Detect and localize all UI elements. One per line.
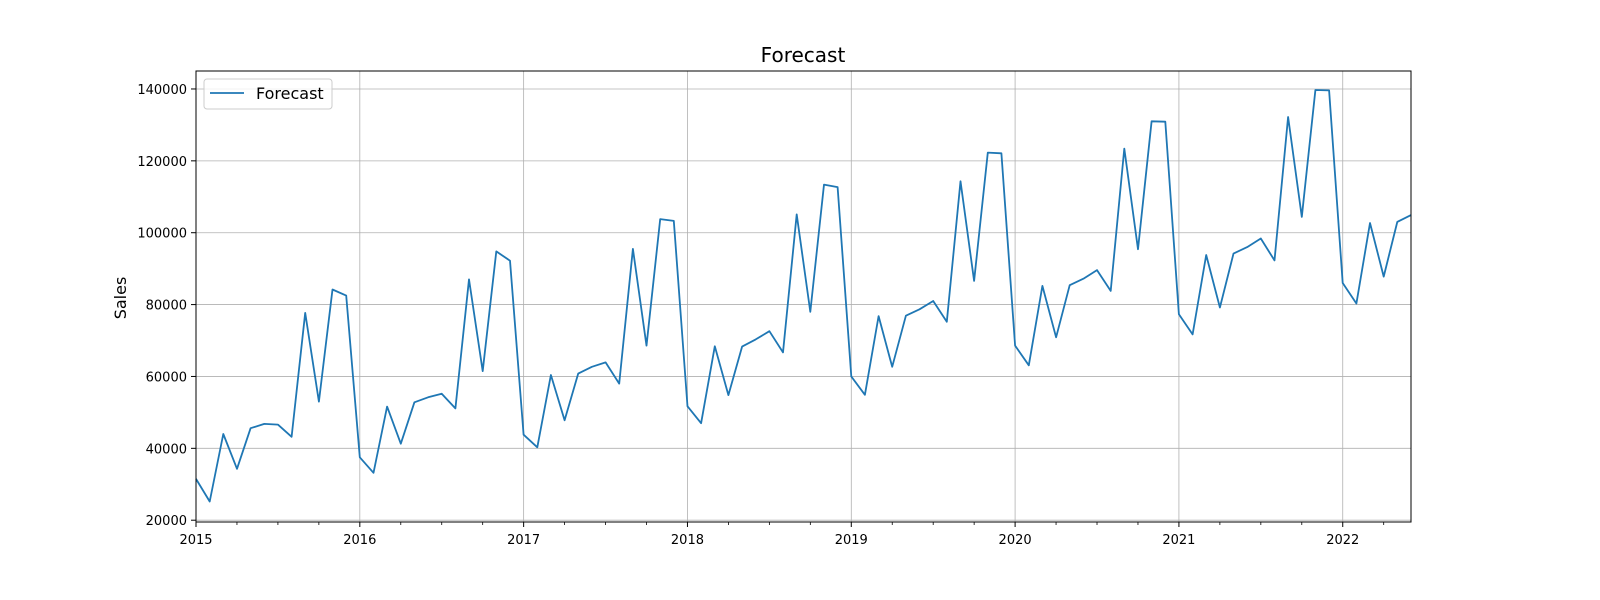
plot-frame: [195, 70, 1412, 523]
chart-title: Forecast: [761, 43, 846, 67]
x-tick-label: 2020: [999, 533, 1032, 548]
legend: Forecast: [203, 78, 333, 110]
y-axis-label: Sales: [111, 277, 130, 320]
x-tick-label: 2021: [1162, 533, 1195, 548]
legend-box: [203, 78, 333, 110]
y-tick-label: 120000: [137, 155, 187, 170]
y-tick-label: 60000: [146, 370, 187, 385]
series-layer: [195, 89, 1412, 503]
y-tick-label: 80000: [146, 299, 187, 314]
x-tick-label: 2015: [179, 533, 212, 548]
x-tick-label: 2022: [1326, 533, 1359, 548]
x-tick-label: 2016: [343, 533, 376, 548]
x-tick-label: 2019: [835, 533, 868, 548]
x-tick-label: 2018: [671, 533, 704, 548]
grid-lines: [195, 71, 1411, 522]
legend-label-forecast: Forecast: [256, 84, 324, 103]
y-tick-label: 20000: [146, 514, 187, 529]
y-tick-label: 140000: [137, 83, 187, 98]
y-tick-label: 100000: [137, 227, 187, 242]
tick-layer: 2015 2016 2017 2018 2019 2020 2021 2022 20000 400…: [137, 83, 1385, 548]
series-line-forecast: [195, 89, 1412, 503]
x-tick-label: 2017: [507, 533, 540, 548]
y-tick-label: 40000: [146, 442, 187, 457]
